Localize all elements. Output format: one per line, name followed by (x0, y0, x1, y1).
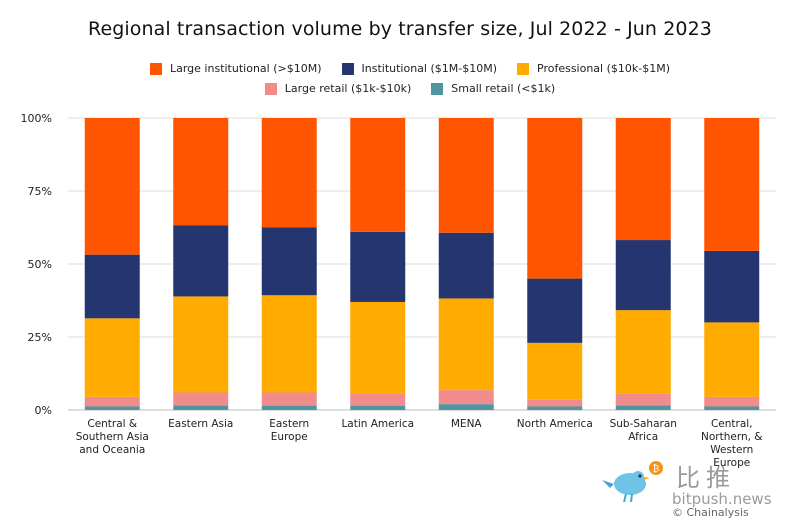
bar-segment (527, 406, 583, 410)
bar-segment (350, 393, 406, 406)
bar-segment (615, 118, 671, 241)
legend-label: Institutional ($1M-$10M) (361, 62, 498, 75)
bar-segment (350, 405, 406, 410)
bitpush-chinese-text: 比推 (676, 464, 736, 492)
bar-segment (704, 396, 760, 407)
y-tick-label: 100% (21, 112, 52, 125)
x-category-label: MENA (451, 418, 483, 430)
bar-segment (615, 310, 671, 394)
legend-swatch (431, 82, 444, 95)
x-category-label-line: Central & (87, 418, 137, 430)
bar-segment (84, 254, 140, 319)
bar-segment (527, 118, 583, 279)
bar-segment (704, 322, 760, 397)
x-category-label-line: North America (517, 418, 593, 430)
bar-segment (84, 118, 140, 255)
legend-item: Small retail (<$1k) (431, 82, 555, 95)
bar-segment (615, 240, 671, 311)
bar-segment (261, 392, 317, 406)
x-category-label-line: Northern, & (701, 431, 762, 443)
bar-segment (350, 231, 406, 302)
x-category-label-line: and Oceania (79, 444, 145, 456)
bar-segment (173, 118, 229, 226)
bar-segment (84, 318, 140, 397)
bar-segment (173, 296, 229, 393)
x-category-label: Eastern Asia (168, 418, 233, 430)
bar-segment (438, 404, 494, 410)
bar-segment (84, 396, 140, 407)
bar-segment (438, 298, 494, 391)
bitcoin-icon: ₿ (649, 461, 663, 475)
legend-swatch (517, 62, 529, 75)
bar-segment (350, 118, 406, 232)
bar-segment (704, 406, 760, 410)
x-category-label: Latin America (341, 418, 414, 430)
y-tick-label: 50% (28, 258, 52, 271)
bar-segment (438, 232, 494, 299)
bar-segment (527, 278, 583, 343)
legend-label: Large retail ($1k-$10k) (284, 82, 412, 95)
legend-label: Large institutional (>$10M) (169, 62, 322, 75)
x-category-label-line: Western (710, 444, 753, 456)
x-category-label: Sub-Saharan Africa (610, 418, 677, 443)
chart-title: Regional transaction volume by transfer … (88, 18, 712, 40)
y-tick-label: 25% (28, 331, 52, 344)
bar-segment (704, 250, 760, 323)
x-category-label-line: Sub-Saharan (610, 418, 677, 430)
x-category-label-line: Africa (628, 431, 658, 443)
bar-segment (527, 342, 583, 400)
legend-swatch (341, 62, 354, 75)
legend-item: Large institutional (>$10M) (149, 62, 322, 75)
x-category-label-line: Eastern (269, 418, 309, 430)
bar-segment (438, 118, 494, 233)
x-category-label-line: Europe (271, 431, 308, 443)
bird-icon (602, 471, 650, 503)
svg-text:₿: ₿ (653, 464, 660, 475)
y-tick-label: 0% (35, 404, 52, 417)
x-category-label: Central & Southern Asia and Oceania (76, 418, 149, 456)
bar-segment (350, 301, 406, 394)
copyright-text: © Chainalysis (672, 506, 749, 519)
bar-segment (527, 399, 583, 407)
legend-item: Professional ($10k-$1M) (517, 62, 670, 75)
bar-segment (173, 392, 229, 406)
x-category-label-line: Europe (713, 457, 750, 469)
legend-swatch (149, 62, 162, 75)
bar-segment (261, 405, 317, 410)
bar-segment (261, 118, 317, 228)
bitpush-bird-logo: ₿ (602, 461, 663, 503)
y-tick-label: 75% (28, 185, 52, 198)
bar-segment (261, 295, 317, 393)
x-category-label: Eastern Europe (269, 418, 309, 443)
x-category-label-line: Southern Asia (76, 431, 149, 443)
legend: Large institutional (>$10M) Institutional… (60, 62, 760, 95)
x-category-label-line: MENA (451, 418, 483, 430)
x-category-label: North America (517, 418, 593, 430)
legend-swatch (264, 82, 277, 95)
bar-segment (615, 405, 671, 410)
legend-label: Small retail (<$1k) (451, 82, 556, 95)
bitpush-url: bitpush.news (672, 490, 772, 508)
x-category-label-line: Central, (711, 418, 753, 430)
legend-label: Professional ($10k-$1M) (537, 62, 671, 75)
bar-segment (615, 393, 671, 406)
x-category-label: Central, Northern, & Western Europe (701, 418, 762, 469)
x-category-label-line: Eastern Asia (168, 418, 233, 430)
x-category-label-line: Latin America (341, 418, 414, 430)
bar-segment (173, 225, 229, 297)
bar-segment (173, 405, 229, 410)
bar-segment (84, 406, 140, 410)
bar-segment (261, 227, 317, 296)
bar-segment (704, 118, 760, 251)
legend-item: Institutional ($1M-$10M) (341, 62, 498, 75)
bar-segment (438, 390, 494, 405)
legend-item: Large retail ($1k-$10k) (264, 82, 412, 95)
